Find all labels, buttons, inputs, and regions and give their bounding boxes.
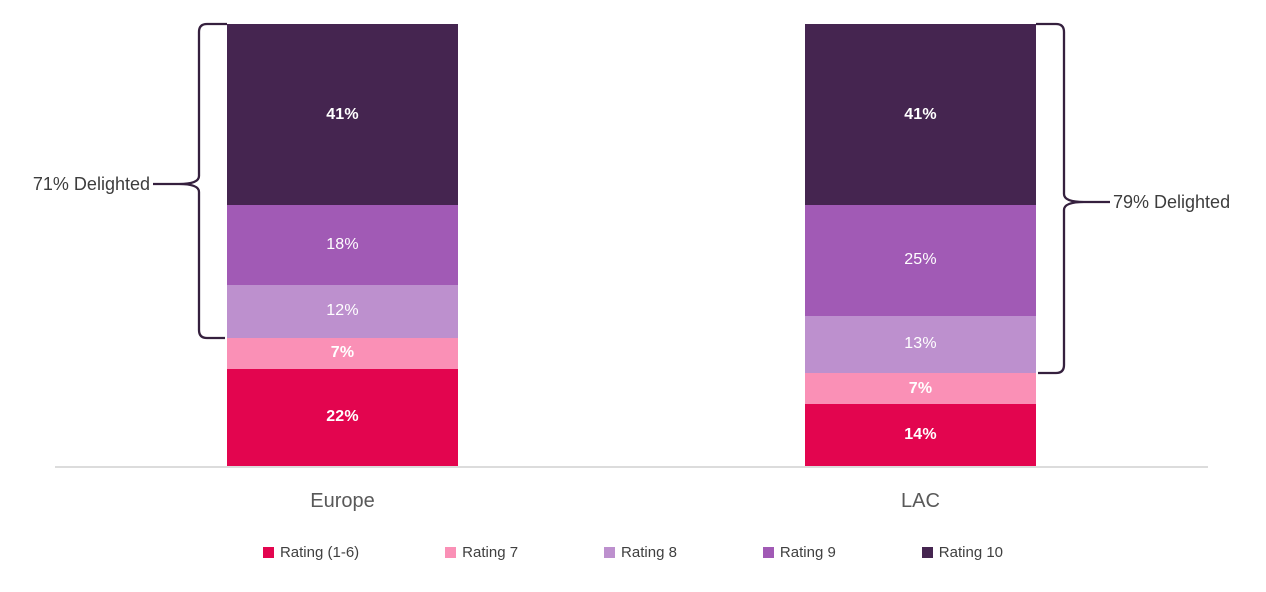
- segment-lac-rating-8: 13%: [805, 315, 1036, 374]
- data-label-lac-rating-8: 13%: [904, 335, 937, 353]
- legend-swatch-icon: [762, 547, 774, 558]
- legend-item-rating-9: Rating 9: [762, 544, 836, 561]
- segment-europe-rating-9: 18%: [227, 205, 458, 285]
- data-label-europe-rating-9: 18%: [326, 235, 359, 253]
- legend-swatch-icon: [921, 547, 933, 558]
- legend-item-rating-8: Rating 8: [604, 544, 677, 561]
- category-label-lac: LAC: [901, 490, 940, 512]
- segment-europe-rating-8: 12%: [227, 284, 458, 338]
- legend-item-rating-10: Rating 10: [921, 544, 1004, 561]
- data-label-europe-rating-8: 12%: [326, 302, 359, 320]
- segment-lac-rating-7: 7%: [805, 373, 1036, 405]
- legend-swatch-icon: [445, 547, 457, 558]
- data-label-lac-rating-9: 25%: [904, 251, 937, 269]
- annotation-71-delighted: 71% Delighted: [32, 174, 150, 194]
- legend-label: Rating 8: [621, 544, 677, 561]
- segment-lac-rating-1-6: 14%: [805, 404, 1036, 466]
- data-label-europe-rating-1-6: 22%: [326, 408, 359, 426]
- legend: Rating (1-6) Rating 7 Rating 8 Rating 9 Rati…: [0, 544, 1266, 561]
- data-label-lac-rating-7: 7%: [908, 379, 933, 397]
- legend-label: Rating (1-6): [279, 544, 360, 561]
- legend-item-rating-7: Rating 7: [445, 544, 518, 561]
- data-label-europe-rating-7: 7%: [330, 344, 355, 362]
- data-label-lac-rating-10: 41%: [904, 105, 937, 123]
- segment-europe-rating-7: 7%: [227, 337, 458, 369]
- data-label-europe-rating-10: 41%: [326, 105, 359, 123]
- stacked-bar-lac: 41% 25% 13% 7% 14%: [805, 24, 1036, 466]
- stacked-bar-europe: 41% 18% 12% 7% 22%: [227, 24, 458, 466]
- category-label-europe: Europe: [310, 490, 375, 512]
- annotation-79-delighted: 79% Delighted: [1113, 192, 1231, 212]
- legend-label: Rating 10: [938, 544, 1004, 561]
- segment-lac-rating-9: 25%: [805, 205, 1036, 316]
- legend-swatch-icon: [604, 547, 616, 558]
- legend-label: Rating 7: [462, 544, 519, 561]
- brace-left: [153, 22, 227, 340]
- segment-europe-rating-1-6: 22%: [227, 368, 458, 466]
- brace-right: [1036, 22, 1110, 375]
- legend-label: Rating 9: [779, 544, 836, 561]
- segment-lac-rating-10: 41%: [805, 24, 1036, 206]
- data-label-lac-rating-1-6: 14%: [904, 426, 937, 444]
- segment-europe-rating-10: 41%: [227, 24, 458, 206]
- x-axis-line: [55, 466, 1208, 468]
- legend-swatch-icon: [262, 547, 274, 558]
- legend-item-rating-1-6: Rating (1-6): [262, 544, 360, 561]
